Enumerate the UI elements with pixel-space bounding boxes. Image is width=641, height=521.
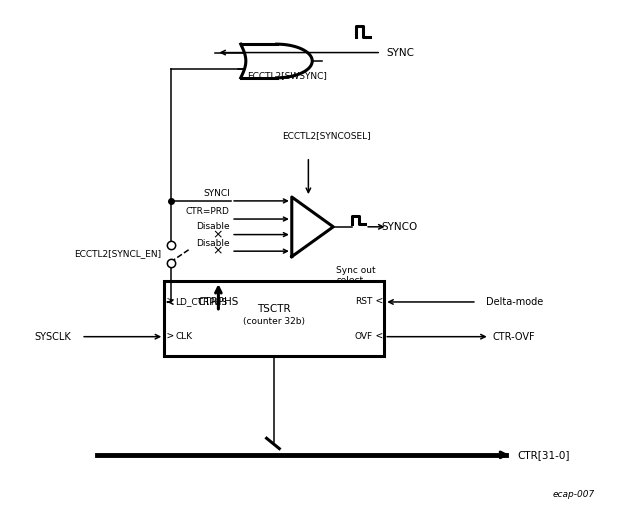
- Text: CLK: CLK: [176, 332, 193, 341]
- Text: LD_CTRPHS: LD_CTRPHS: [176, 297, 228, 306]
- Text: SYNCI: SYNCI: [203, 189, 230, 198]
- Text: SYNCO: SYNCO: [381, 222, 417, 232]
- Text: ECCTL2[SYNCL_EN]: ECCTL2[SYNCL_EN]: [74, 250, 161, 258]
- Text: (counter 32b): (counter 32b): [243, 317, 305, 326]
- Text: ×: ×: [212, 228, 222, 241]
- Text: OVF: OVF: [354, 332, 373, 341]
- Text: RST: RST: [356, 297, 373, 306]
- Text: >: >: [166, 332, 173, 342]
- Text: <: <: [376, 297, 383, 307]
- Text: Sync out
select: Sync out select: [337, 266, 376, 286]
- Text: CTR=PRD: CTR=PRD: [186, 207, 230, 216]
- Text: CTR[31-0]: CTR[31-0]: [517, 450, 570, 460]
- Text: Disable: Disable: [196, 239, 230, 248]
- Text: Delta-mode: Delta-mode: [487, 297, 544, 307]
- Text: TSCTR: TSCTR: [258, 304, 291, 315]
- Text: ECCTL2[SWSYNC]: ECCTL2[SWSYNC]: [247, 71, 328, 80]
- Text: CTRPHS: CTRPHS: [197, 297, 239, 307]
- Text: SYSCLK: SYSCLK: [35, 332, 72, 342]
- Text: >: >: [166, 297, 173, 307]
- Text: ×: ×: [212, 245, 222, 258]
- Text: ecap-007: ecap-007: [553, 490, 595, 499]
- Text: <: <: [376, 332, 383, 342]
- Text: ECCTL2[SYNCOSEL]: ECCTL2[SYNCOSEL]: [283, 131, 371, 140]
- Bar: [180, 292, 256, 312]
- Text: Disable: Disable: [196, 222, 230, 231]
- Text: SYNC: SYNC: [387, 47, 414, 57]
- Bar: [164, 281, 385, 356]
- Text: CTR-OVF: CTR-OVF: [493, 332, 535, 342]
